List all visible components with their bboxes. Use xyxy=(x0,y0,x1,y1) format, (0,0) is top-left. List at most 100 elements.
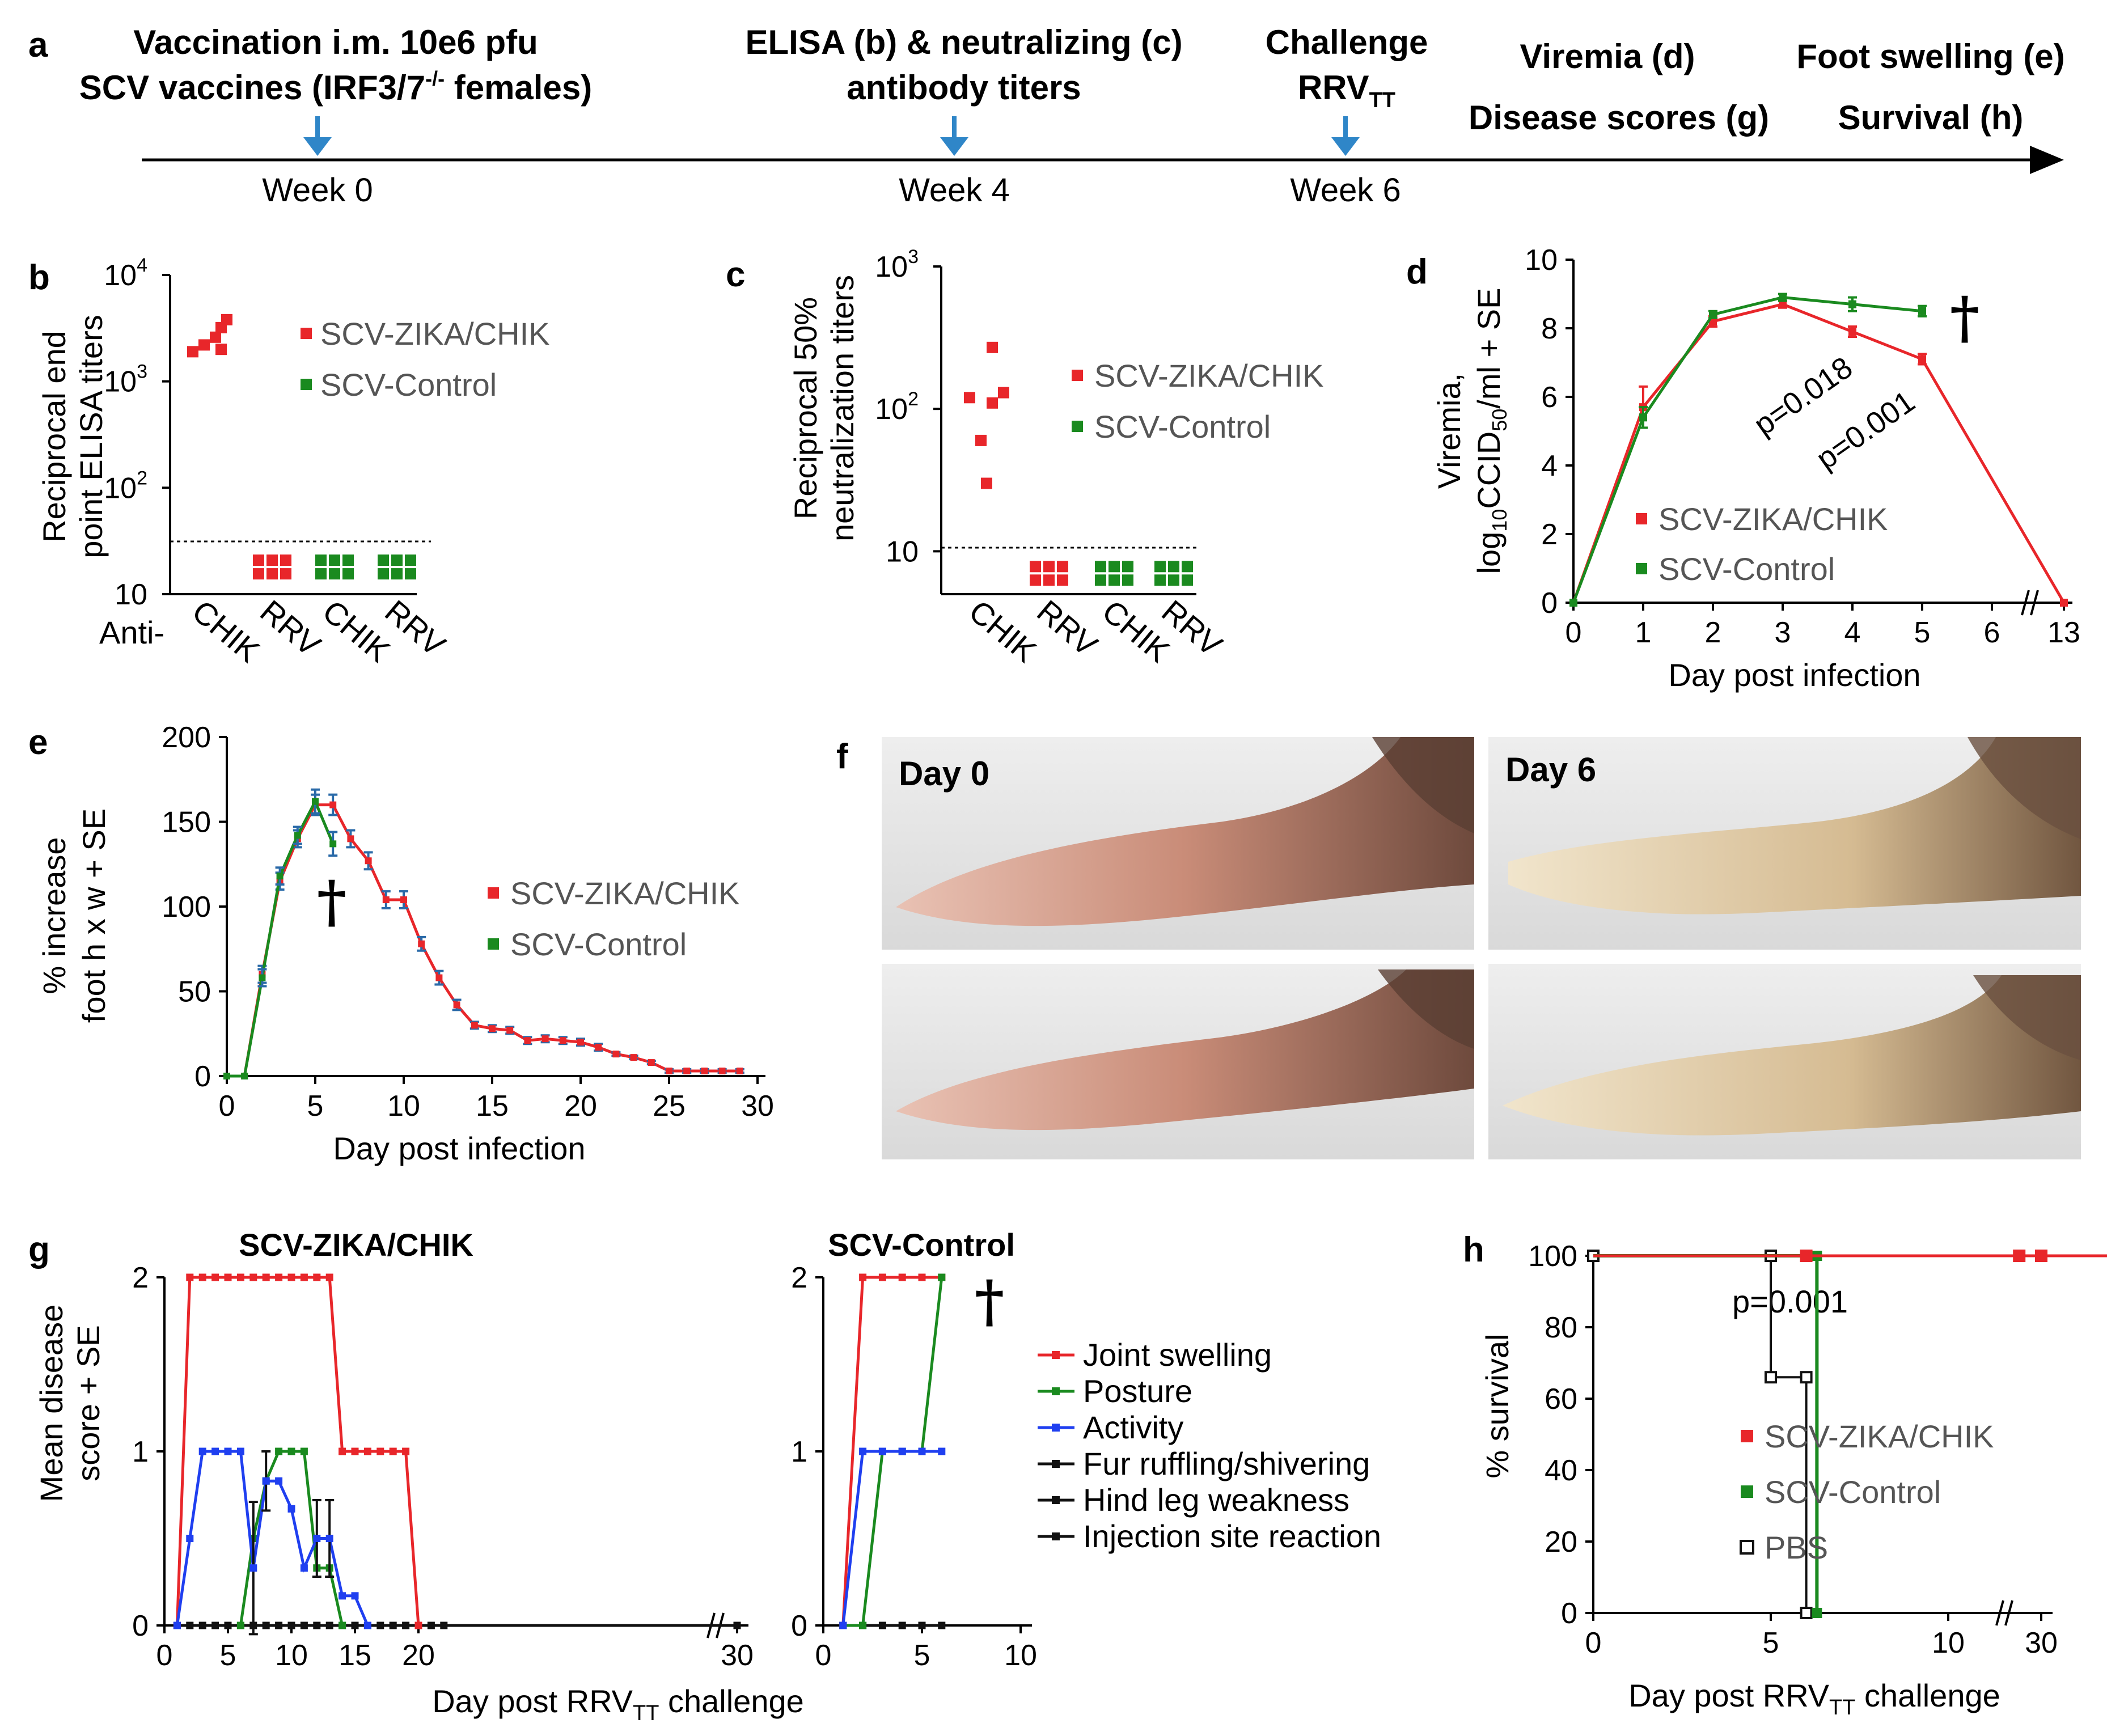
data-point xyxy=(198,339,210,351)
data-point xyxy=(262,1621,270,1629)
axis-break xyxy=(2030,590,2039,616)
legend-swatch-vaccine xyxy=(1072,370,1083,381)
data-point xyxy=(2013,1250,2026,1262)
data-point xyxy=(918,1273,926,1281)
data-point xyxy=(313,1273,321,1281)
x-tick-label: 5 xyxy=(307,1090,324,1123)
data-point xyxy=(541,1035,549,1043)
data-point xyxy=(938,1621,946,1629)
y-tick-label: 80 xyxy=(1545,1311,1577,1344)
legend-marker xyxy=(1052,1424,1060,1432)
data-point xyxy=(339,1592,346,1600)
data-point xyxy=(325,1273,333,1281)
data-point xyxy=(236,1273,244,1281)
data-point xyxy=(187,346,198,358)
panel-e-axes: 0 50 100 150 200 0 5 10 15 20 25 30 xyxy=(162,721,774,1123)
data-point xyxy=(312,798,319,805)
data-point xyxy=(2060,599,2068,607)
panel-h-axes: 0204060801000510152030 xyxy=(1528,1240,2058,1659)
x-category-label: RRV xyxy=(378,593,452,663)
timeline-arrow-week4 xyxy=(940,116,968,156)
data-point xyxy=(489,1025,496,1032)
y-tick-label: 2 xyxy=(1541,518,1558,551)
data-point xyxy=(287,1447,295,1455)
data-point xyxy=(389,1621,397,1629)
panel-g-title-right: SCV-Control xyxy=(828,1227,1015,1263)
x-tick-label: 10 xyxy=(1004,1639,1037,1672)
data-point xyxy=(400,896,407,904)
panel-d-ylabel2: log10CCID50/ml + SE xyxy=(1471,288,1511,574)
legend-vaccine: SCV-ZIKA/CHIK xyxy=(1765,1419,1994,1454)
data-point xyxy=(1122,574,1133,586)
data-point xyxy=(1122,561,1133,573)
y-tick-label: 10 xyxy=(115,578,147,611)
data-point xyxy=(241,1073,248,1079)
panel-c-legend: SCV-ZIKA/CHIK SCV-Control xyxy=(1072,358,1324,444)
data-point xyxy=(2035,1250,2047,1262)
panel-c-ylabel2: neutralization titers xyxy=(824,275,860,541)
data-point xyxy=(1095,574,1106,586)
panel-h-ylabel: % survival xyxy=(1479,1333,1515,1478)
data-point xyxy=(506,1027,514,1034)
data-point xyxy=(1800,1371,1813,1384)
y-tick-label: 103 xyxy=(875,246,919,283)
panel-e-ylabel1: % increase xyxy=(36,837,72,994)
data-point xyxy=(859,1621,867,1629)
legend-swatch-vaccine xyxy=(488,887,499,899)
data-point xyxy=(453,1001,460,1009)
data-point xyxy=(878,1621,886,1629)
y-tick-label: 4 xyxy=(1541,450,1558,482)
data-point xyxy=(211,1273,219,1281)
panel-e-legend: SCV-ZIKA/CHIK SCV-Control xyxy=(488,875,740,962)
panel-label-d: d xyxy=(1406,252,1428,291)
data-point xyxy=(382,896,390,904)
data-point xyxy=(1057,574,1068,586)
panel-c-points xyxy=(964,341,1193,586)
panel-b-axes xyxy=(169,275,431,595)
panel-c-ylabel1: Reciprocal 50% xyxy=(788,297,823,519)
data-point xyxy=(1043,561,1055,573)
x-tick-label: 0 xyxy=(1585,1627,1602,1659)
x-tick-label: 30 xyxy=(741,1090,774,1123)
data-point xyxy=(1154,574,1166,586)
data-point xyxy=(1043,574,1055,586)
legend-item: Posture xyxy=(1083,1373,1192,1409)
panel-b-ylabel1: Reciprocal end xyxy=(36,331,72,543)
week0-label: Week 0 xyxy=(262,172,373,209)
data-point xyxy=(391,568,403,580)
data-point xyxy=(898,1273,906,1281)
x-category-label: RRV xyxy=(253,593,328,663)
data-point xyxy=(300,1621,308,1629)
data-point xyxy=(186,1621,194,1629)
y-tick-label: 150 xyxy=(162,806,211,839)
y-tick-label: 100 xyxy=(1528,1240,1577,1273)
legend-swatch-vaccine xyxy=(301,328,312,339)
panel-label-b: b xyxy=(28,258,50,297)
data-point xyxy=(648,1059,655,1066)
data-point xyxy=(351,1447,359,1455)
data-point xyxy=(339,1621,346,1629)
data-point xyxy=(987,341,998,353)
data-point xyxy=(259,974,266,981)
panel-g-title-left: SCV-ZIKA/CHIK xyxy=(239,1227,473,1263)
x-tick-label: 13 xyxy=(2047,616,2080,649)
data-point xyxy=(351,1592,359,1600)
data-point xyxy=(898,1447,906,1455)
survival-label: Survival (h) xyxy=(1838,99,2024,137)
data-point xyxy=(210,331,221,343)
data-point xyxy=(389,1447,397,1455)
data-point xyxy=(275,1621,283,1629)
data-point xyxy=(402,1447,410,1455)
x-tick-label: 15 xyxy=(339,1639,371,1672)
data-point xyxy=(1848,300,1856,308)
x-tick-label: 10 xyxy=(387,1090,420,1123)
data-point xyxy=(378,568,389,580)
panel-h-pvalue: p=0.001 xyxy=(1732,1284,1848,1319)
data-point xyxy=(186,1535,194,1542)
data-point xyxy=(1108,574,1120,586)
data-point xyxy=(351,1621,359,1629)
